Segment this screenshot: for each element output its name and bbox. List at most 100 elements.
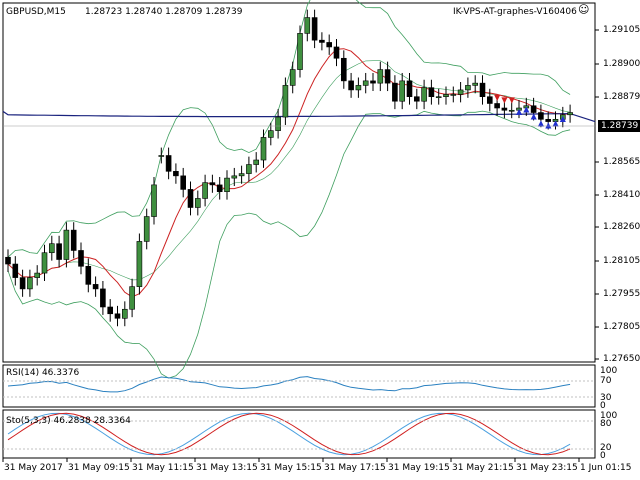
rsi-level-label: 30 [600,393,612,403]
candle-body [5,256,11,265]
candle-body [508,109,515,112]
candle-body [246,164,252,174]
candle-body [12,263,19,278]
candle-body [435,96,442,99]
signal-arrow: ▲ [560,114,567,123]
candle-body [443,94,449,98]
rsi-level-label: 0 [600,401,606,411]
signal-arrow: ▲ [531,112,538,121]
candle-body [362,80,369,86]
candle-body [56,243,62,260]
candle-body [260,137,267,161]
sto-signal-line [7,412,571,456]
candle-body [158,155,165,157]
candle-body [27,277,33,290]
candle-body [457,89,464,95]
candle-body [282,85,289,118]
price-label: 1.28105 [603,256,640,266]
candle-body [472,82,479,86]
candle-body [326,42,333,48]
candle-body [224,177,230,192]
price-axis-ticks [595,29,599,360]
price-label: 1.28565 [603,157,640,167]
candle-body [304,17,311,34]
candle-body [559,114,566,120]
candle-body [384,69,391,84]
candle-body [340,57,347,82]
candle-body [413,96,420,102]
sto-level-label: 20 [600,443,612,453]
time-label: 31 May 09:15 [68,463,130,473]
time-label: 31 May 13:15 [196,463,258,473]
price-label: 1.28260 [603,222,640,232]
smiley-icon: ☺ [578,3,590,16]
price-label: 1.27955 [603,289,640,299]
moving-averages [2,48,596,298]
sto-main-line [7,412,571,456]
candle-body [209,182,216,186]
candle-body [516,107,522,111]
time-label: 31 May 2017 [4,463,63,473]
candle-body [143,216,150,242]
main-chart-frame [2,2,596,363]
candlesticks [5,9,573,327]
candle-body [523,105,530,109]
candle-body [85,265,92,285]
time-label: 31 May 17:15 [324,463,386,473]
candle-body [355,85,362,91]
signal-arrow: ▼ [494,93,501,102]
rsi-level-label: 100 [600,366,618,376]
price-label: 1.28900 [603,59,640,69]
candle-body [70,229,77,251]
sto-lines [7,412,571,456]
ma-slow-line [2,110,596,123]
candle-body [122,308,128,319]
rsi-line [7,376,571,393]
rsi-level-label: 70 [600,376,612,386]
time-label: 1 Jun 01:15 [580,463,632,473]
candle-body [421,87,427,102]
current-price-badge: 1.28739 [598,120,640,132]
time-label: 31 May 21:15 [452,463,514,473]
candle-body [41,252,48,274]
time-label: 31 May 23:15 [516,463,578,473]
bollinger-middle [7,60,571,281]
candle-body [136,241,143,287]
candle-body [63,229,70,260]
time-label: 31 May 15:15 [260,463,322,473]
sto-level-label: 0 [600,451,606,461]
candle-body [370,80,376,84]
candle-body [319,39,325,43]
signal-arrow: ▲ [545,121,552,130]
candle-body [275,116,281,131]
time-label: 31 May 11:15 [132,463,194,473]
candle-body [195,198,201,208]
candle-body [92,284,99,290]
candle-body [494,103,500,109]
candle-body [231,175,238,179]
candle-body [479,82,486,98]
signal-arrow: ▲ [523,105,530,114]
price-label: 1.27650 [603,354,640,364]
candle-body [173,171,179,177]
candle-body [450,94,457,96]
ma-fast-line [7,48,571,298]
candle-body [216,184,223,192]
candle-body [545,119,552,122]
candle-body [129,286,135,310]
candle-body [428,87,435,98]
candle-body [114,313,121,319]
time-label: 31 May 19:15 [388,463,450,473]
rsi-line-path [7,376,571,393]
ohlc-values: 1.28723 1.28740 1.28709 1.28739 [85,7,243,17]
candle-body [311,17,318,41]
candle-body [180,175,186,190]
signal-arrow: ▲ [538,118,545,127]
candle-body [100,288,106,308]
candle-body [78,250,84,267]
time-axis-ticks [2,458,580,462]
signal-arrow: ▼ [501,95,508,104]
price-label: 1.27805 [603,322,640,332]
bollinger-upper [7,0,571,258]
